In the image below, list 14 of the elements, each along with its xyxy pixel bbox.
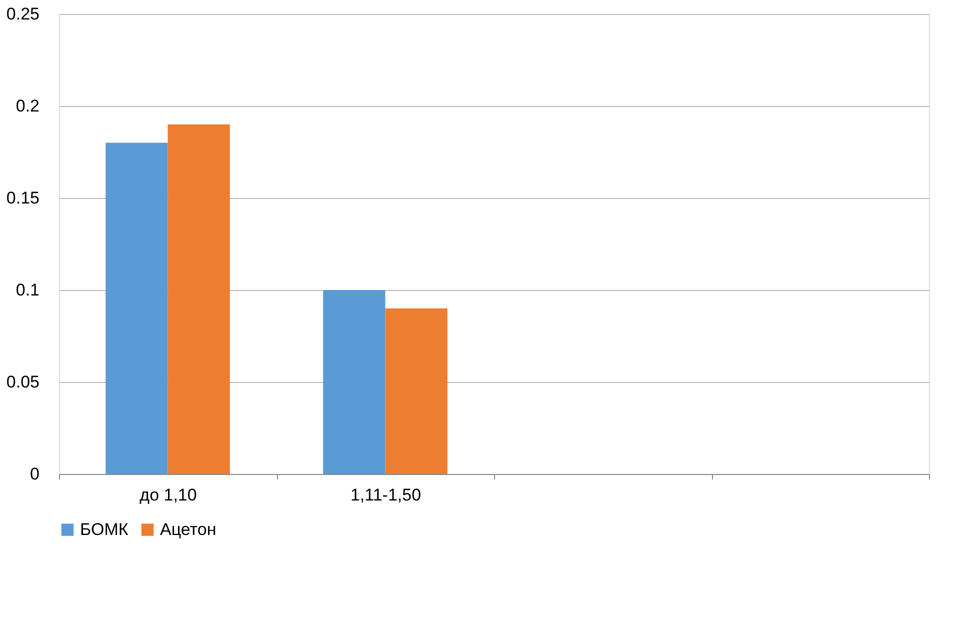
bar (385, 308, 448, 474)
x-tick-label: 1,11-1,50 (350, 486, 422, 504)
bar (106, 142, 168, 474)
y-tick-label: 0 (30, 464, 40, 484)
bar (168, 124, 230, 474)
y-tick-label: 0.2 (16, 96, 40, 116)
x-tick-label: до 1,10 (140, 486, 197, 504)
y-tick-label: 0.15 (6, 188, 40, 208)
y-tick-label: 0.05 (6, 372, 40, 392)
y-tick-label: 0.1 (16, 280, 40, 300)
legend-label: БОМК (80, 520, 128, 539)
bar (323, 290, 386, 474)
y-tick-label: 0.25 (6, 4, 40, 24)
legend-label: Ацетон (160, 520, 216, 539)
